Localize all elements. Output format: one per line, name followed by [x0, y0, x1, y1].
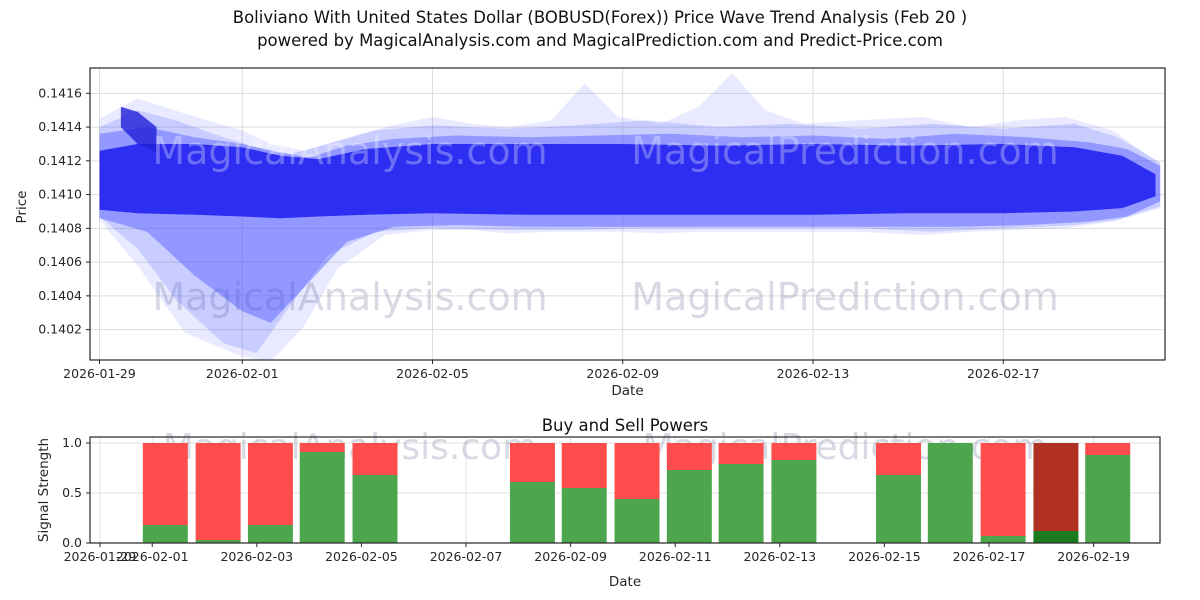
y-tick-label: 0.1414 — [38, 119, 82, 134]
bar-green-segment — [614, 499, 660, 543]
price-wave-band-outer-faint — [99, 73, 1161, 360]
y-tick-label: 0.1406 — [38, 254, 82, 269]
x-tick-label: 2026-02-13 — [777, 366, 850, 381]
bar-green-segment — [927, 443, 973, 543]
buy-sell-powers-title: Buy and Sell Powers — [541, 416, 709, 435]
price-wave-band-topleft-blob — [120, 106, 157, 153]
watermark-text: MagicalAnalysis.com — [152, 275, 547, 319]
price-axis-label: Price — [14, 190, 30, 224]
bar-red-segment — [1033, 443, 1079, 531]
bar-red-segment — [718, 443, 764, 464]
bar-red-segment — [142, 443, 188, 525]
date-axis-label-bottom: Date — [608, 574, 642, 590]
bar-green-segment — [247, 525, 293, 543]
x-tick-label: 2026-02-13 — [743, 549, 816, 564]
bar-red-segment — [980, 443, 1026, 536]
bar-red-segment — [509, 443, 555, 482]
bar-green-segment — [352, 475, 398, 543]
x-tick-label: 2026-02-09 — [534, 549, 607, 564]
x-tick-label: 2026-02-05 — [325, 549, 398, 564]
x-tick-label: 2026-02-17 — [953, 549, 1026, 564]
bar-red-segment — [614, 443, 660, 499]
watermark-text: MagicalPrediction.com — [631, 129, 1059, 173]
x-tick-label: 2026-02-05 — [396, 366, 469, 381]
x-tick-label: 2026-02-11 — [639, 549, 712, 564]
bar-green-segment — [771, 460, 817, 543]
buy-sell-chart: MagicalAnalysis.com MagicalPrediction.com… — [62, 427, 1161, 564]
bar-red-segment — [195, 443, 241, 540]
y-tick-label: 0.1408 — [38, 220, 82, 235]
y-tick-label: 0.5 — [62, 485, 82, 500]
bar-red-segment — [876, 443, 922, 475]
chart-title-line2: powered by MagicalAnalysis.com and Magic… — [257, 31, 943, 50]
bar-green-segment — [718, 464, 764, 543]
bar-green-segment — [509, 482, 555, 543]
x-tick-label: 2026-02-01 — [116, 549, 189, 564]
bar-red-segment — [666, 443, 712, 470]
x-tick-label: 2026-02-15 — [848, 549, 921, 564]
plot-border — [89, 436, 1161, 544]
bar-red-segment — [352, 443, 398, 475]
signal-strength-axis-label: Signal Strength — [36, 437, 52, 543]
bar-red-segment — [561, 443, 607, 488]
x-tick-label: 2026-01-29 — [63, 366, 136, 381]
bar-green-segment — [666, 470, 712, 543]
y-tick-label: 0.1412 — [38, 153, 82, 168]
x-tick-label: 2026-02-17 — [967, 366, 1040, 381]
watermark-text: MagicalPrediction.com — [631, 275, 1059, 319]
bar-green-segment — [1033, 531, 1079, 543]
x-tick-label: 2026-02-03 — [220, 549, 293, 564]
bar-green-segment — [195, 540, 241, 543]
x-tick-label: 2026-02-07 — [430, 549, 503, 564]
bar-green-segment — [299, 452, 345, 543]
x-tick-label: 2026-02-19 — [1057, 549, 1130, 564]
y-tick-label: 0.1404 — [38, 288, 82, 303]
y-tick-label: 0.1402 — [38, 322, 82, 337]
y-tick-label: 1.0 — [62, 435, 82, 450]
y-tick-label: 0.1410 — [38, 187, 82, 202]
bar-red-segment — [771, 443, 817, 460]
y-tick-label: 0.0 — [62, 535, 82, 550]
y-tick-label: 0.1416 — [38, 85, 82, 100]
watermark-text: MagicalAnalysis.com — [152, 129, 547, 173]
bar-red-segment — [247, 443, 293, 525]
x-tick-label: 2026-01-29 — [64, 549, 137, 564]
x-tick-label: 2026-02-09 — [586, 366, 659, 381]
bar-green-segment — [980, 536, 1026, 543]
date-axis-label-top: Date — [611, 383, 644, 399]
bar-green-segment — [1085, 455, 1131, 543]
price-wave-chart: MagicalAnalysis.com MagicalPrediction.com… — [38, 67, 1166, 381]
bar-red-segment — [299, 443, 345, 452]
plot-border — [89, 67, 1166, 361]
bar-green-segment — [876, 475, 922, 543]
x-tick-label: 2026-02-01 — [206, 366, 279, 381]
bar-red-segment — [1085, 443, 1131, 455]
bar-green-segment — [142, 525, 188, 543]
price-wave-bands — [99, 73, 1161, 360]
bar-green-segment — [561, 488, 607, 543]
price-wave-band-core — [99, 144, 1156, 219]
chart-title-line1: Boliviano With United States Dollar (BOB… — [232, 8, 968, 27]
